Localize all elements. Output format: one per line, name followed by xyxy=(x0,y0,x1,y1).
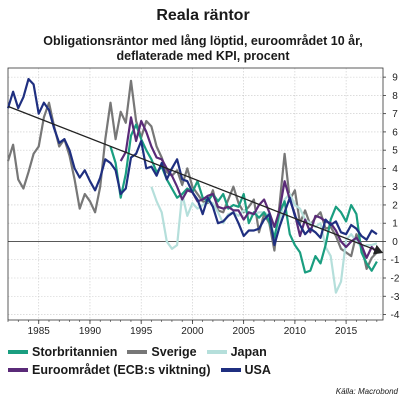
chart-subtitle: Obligationsräntor med lång löptid, euroo… xyxy=(43,34,363,63)
x-tick-label: 2005 xyxy=(233,326,256,337)
legend: Storbritannien Sverige Japan Euroområdet… xyxy=(8,343,403,379)
legend-swatch-usa xyxy=(220,368,241,372)
series-lines xyxy=(6,77,378,294)
x-tick-label: 2015 xyxy=(335,326,358,337)
legend-swatch-euroomradet xyxy=(8,368,28,372)
y-tick-label: 0 xyxy=(392,237,398,248)
legend-item-euroomradet: Euroområdet (ECB:s viktning) xyxy=(8,363,211,377)
legend-swatch-storbritannien xyxy=(8,350,28,354)
y-tick-label: 8 xyxy=(392,91,398,102)
source-note: Källa: Macrobond xyxy=(335,387,398,396)
legend-item-japan: Japan xyxy=(206,345,267,359)
gridlines xyxy=(8,68,383,320)
x-tick-label: 1990 xyxy=(79,326,102,337)
y-tick-label: 5 xyxy=(392,146,398,157)
y-tick-label: 6 xyxy=(392,127,398,138)
axes: -4 -3 -2 -1 0 1 2 3 4 5 6 7 8 9 1985 1990 1995 2000 2005 20… xyxy=(7,67,400,337)
y-tick-label: 4 xyxy=(392,164,398,175)
series-line-euroområdet-ecb-s-viktning xyxy=(119,116,378,259)
x-tick-label: 1985 xyxy=(28,326,51,337)
x-tick-label: 2000 xyxy=(181,326,204,337)
legend-label-euroomradet: Euroområdet (ECB:s viktning) xyxy=(32,363,211,377)
series-line-japan xyxy=(150,186,378,294)
legend-label-japan: Japan xyxy=(230,345,267,359)
y-tick-label: -4 xyxy=(391,310,400,321)
y-tick-label: 3 xyxy=(392,182,398,193)
y-tick-label: 2 xyxy=(392,200,398,211)
x-tick-label: 2010 xyxy=(284,326,307,337)
y-tick-label: 7 xyxy=(392,109,398,120)
legend-row-1: Storbritannien Sverige Japan xyxy=(8,343,403,361)
y-tick-label: 1 xyxy=(392,219,398,230)
legend-item-storbritannien: Storbritannien xyxy=(8,345,117,359)
y-tick-label: 9 xyxy=(392,73,398,84)
trend-arrow xyxy=(7,105,384,255)
line-chart: -4 -3 -2 -1 0 1 2 3 4 5 6 7 8 9 1985 1990 1995 2000 2005 20… xyxy=(6,67,400,337)
legend-item-usa: USA xyxy=(220,363,271,377)
trendline xyxy=(7,105,384,255)
legend-swatch-sverige xyxy=(127,350,148,354)
legend-label-sverige: Sverige xyxy=(151,345,197,359)
y-tick-label: -2 xyxy=(391,274,400,285)
legend-item-sverige: Sverige xyxy=(127,345,197,359)
series-line-usa xyxy=(6,77,378,247)
legend-label-usa: USA xyxy=(244,363,271,377)
x-tick-label: 1995 xyxy=(130,326,153,337)
legend-row-2: Euroområdet (ECB:s viktning) USA xyxy=(8,361,403,379)
y-tick-label: -1 xyxy=(391,255,400,266)
y-tick-label: -3 xyxy=(391,292,400,303)
series-line-sverige xyxy=(6,79,378,270)
chart-title: Reala räntor xyxy=(156,7,250,24)
series-line-storbritannien xyxy=(109,123,378,274)
legend-label-storbritannien: Storbritannien xyxy=(32,345,118,359)
legend-swatch-japan xyxy=(206,350,227,354)
plot-frame xyxy=(7,67,384,321)
